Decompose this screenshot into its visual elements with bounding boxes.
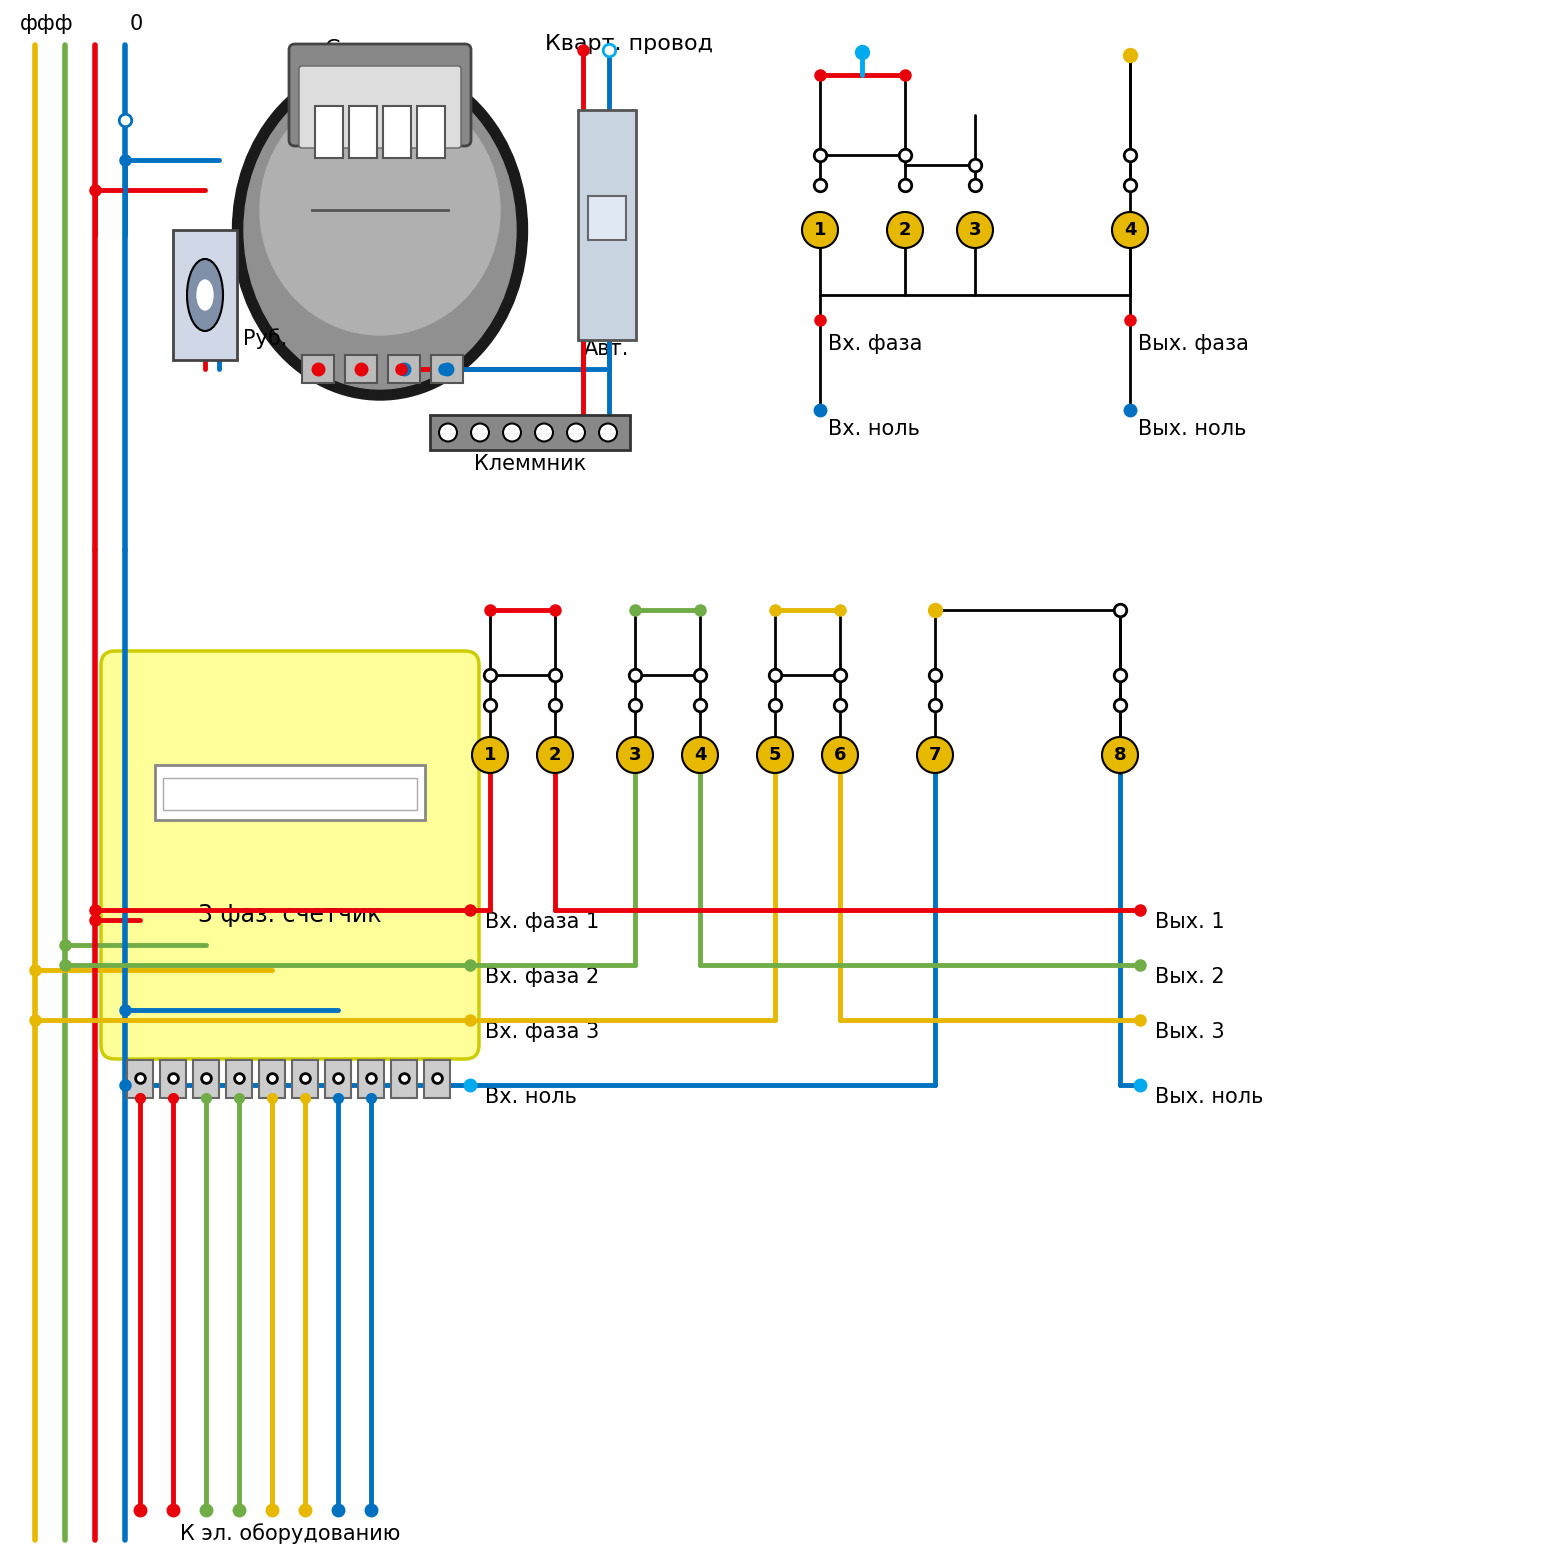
Text: 1: 1: [484, 746, 496, 763]
Text: 4: 4: [1123, 222, 1136, 239]
Bar: [161, 1060, 186, 1097]
Circle shape: [917, 737, 953, 773]
Text: 2: 2: [899, 222, 911, 239]
Circle shape: [438, 423, 457, 442]
Bar: [162, 777, 417, 810]
Bar: [357, 1060, 384, 1097]
Bar: [324, 1060, 351, 1097]
Bar: [388, 354, 420, 382]
Text: Вх. фаза 3: Вх. фаза 3: [485, 1022, 599, 1043]
Text: Вх. фаза 1: Вх. фаза 1: [485, 912, 599, 932]
Text: ффф: ффф: [20, 14, 73, 34]
Text: Кварт. провод: Кварт. провод: [544, 34, 713, 55]
Circle shape: [822, 737, 858, 773]
Bar: [315, 106, 343, 158]
Text: 4: 4: [694, 746, 707, 763]
Circle shape: [1112, 212, 1148, 248]
Circle shape: [537, 737, 573, 773]
Circle shape: [757, 737, 792, 773]
Text: Вх. фаза: Вх. фаза: [828, 334, 922, 354]
Text: 3 фаз. счетчик: 3 фаз. счетчик: [198, 902, 382, 927]
Bar: [345, 354, 378, 382]
Text: Вх. ноль: Вх. ноль: [485, 1086, 577, 1107]
Bar: [154, 765, 424, 820]
Circle shape: [473, 737, 509, 773]
Text: Вых. 3: Вых. 3: [1154, 1022, 1225, 1043]
Circle shape: [802, 212, 838, 248]
FancyBboxPatch shape: [289, 44, 471, 147]
Text: Вх. фаза 2: Вх. фаза 2: [485, 966, 599, 987]
Circle shape: [888, 212, 924, 248]
Circle shape: [566, 423, 585, 442]
Bar: [588, 197, 626, 240]
Text: Счетчик: Счетчик: [324, 39, 421, 59]
Bar: [431, 354, 463, 382]
Text: Вых. ноль: Вых. ноль: [1154, 1086, 1264, 1107]
Ellipse shape: [187, 259, 223, 331]
Text: 2: 2: [549, 746, 562, 763]
Bar: [226, 1060, 253, 1097]
Text: Вых. ноль: Вых. ноль: [1137, 418, 1246, 439]
Bar: [349, 106, 378, 158]
Text: 0: 0: [129, 14, 144, 34]
Text: 1: 1: [814, 222, 827, 239]
Text: 7: 7: [928, 746, 941, 763]
Circle shape: [502, 423, 521, 442]
Circle shape: [1101, 737, 1137, 773]
Bar: [384, 106, 410, 158]
Text: 6: 6: [833, 746, 846, 763]
Circle shape: [535, 423, 552, 442]
Text: Авт.: Авт.: [585, 339, 630, 359]
Circle shape: [618, 737, 654, 773]
Bar: [424, 1060, 449, 1097]
Text: К эл. оборудованию: К эл. оборудованию: [179, 1524, 401, 1544]
Circle shape: [471, 423, 488, 442]
Text: Вх. ноль: Вх. ноль: [828, 418, 920, 439]
Bar: [173, 229, 237, 361]
Bar: [126, 1060, 153, 1097]
Text: 8: 8: [1114, 746, 1126, 763]
Bar: [417, 106, 445, 158]
Text: Клеммник: Клеммник: [474, 454, 587, 475]
Ellipse shape: [261, 84, 501, 336]
FancyBboxPatch shape: [300, 66, 462, 148]
Bar: [579, 109, 636, 340]
FancyBboxPatch shape: [101, 651, 479, 1058]
Ellipse shape: [243, 70, 516, 389]
Bar: [292, 1060, 318, 1097]
Circle shape: [599, 423, 618, 442]
Text: 3: 3: [969, 222, 981, 239]
Ellipse shape: [197, 279, 214, 311]
Circle shape: [682, 737, 718, 773]
Text: Вых. 1: Вых. 1: [1154, 912, 1225, 932]
Bar: [392, 1060, 417, 1097]
Bar: [303, 354, 334, 382]
Text: Вых. 2: Вых. 2: [1154, 966, 1225, 987]
Circle shape: [956, 212, 994, 248]
Bar: [431, 415, 630, 450]
Bar: [259, 1060, 285, 1097]
Text: Вых. фаза: Вых. фаза: [1137, 334, 1250, 354]
Text: Руб.: Руб.: [243, 328, 287, 350]
Text: 5: 5: [769, 746, 782, 763]
Text: 3: 3: [629, 746, 641, 763]
Bar: [193, 1060, 218, 1097]
Ellipse shape: [232, 59, 527, 400]
